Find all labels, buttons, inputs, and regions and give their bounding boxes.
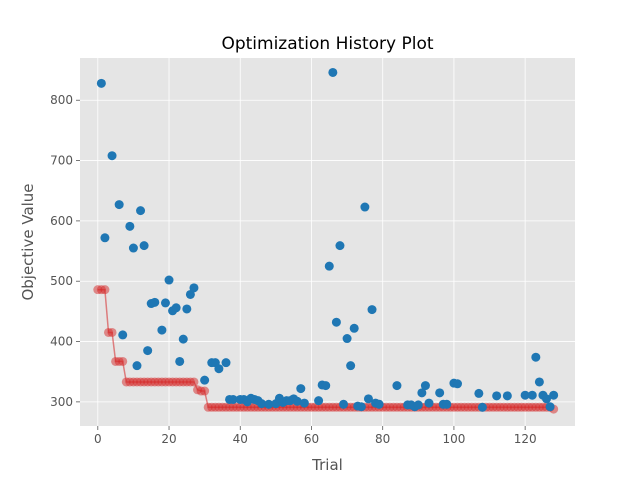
objective-value-point — [182, 304, 192, 314]
objective-value-point — [531, 352, 541, 362]
objective-value-point — [214, 364, 224, 374]
x-tick-label: 20 — [161, 432, 176, 446]
x-tick-label: 40 — [233, 432, 248, 446]
objective-value-point — [374, 399, 384, 409]
objective-value-point — [502, 391, 512, 401]
objective-value-point — [328, 67, 338, 77]
objective-value-point — [292, 396, 302, 406]
objective-value-point — [356, 402, 366, 412]
objective-value-point — [178, 334, 188, 344]
objective-value-point — [96, 78, 106, 88]
objective-value-point — [342, 334, 352, 344]
objective-value-point — [132, 361, 142, 371]
x-tick-label: 0 — [94, 432, 102, 446]
objective-value-point — [363, 394, 373, 404]
objective-value-point — [125, 221, 135, 231]
x-tick-label: 60 — [304, 432, 319, 446]
y-tick-label: 700 — [50, 154, 73, 168]
objective-value-point — [527, 390, 537, 400]
objective-value-point — [164, 275, 174, 285]
objective-value-point — [296, 384, 306, 394]
objective-value-point — [420, 381, 430, 391]
objective-value-point — [367, 305, 377, 315]
y-tick-label: 300 — [50, 395, 73, 409]
objective-value-point — [314, 396, 324, 406]
chart-title: Optimization History Plot — [221, 34, 433, 54]
objective-value-series — [96, 67, 559, 412]
objective-value-point — [492, 391, 502, 401]
y-tick-label: 800 — [50, 93, 73, 107]
objective-value-point — [520, 390, 530, 400]
x-tick-label: 100 — [442, 432, 465, 446]
objective-value-point — [221, 358, 231, 368]
objective-value-point — [349, 323, 359, 333]
best-value-point — [118, 356, 128, 366]
objective-value-point — [264, 399, 274, 409]
objective-value-point — [118, 330, 128, 340]
objective-value-point — [150, 297, 160, 307]
objective-value-point — [545, 402, 555, 412]
objective-value-point — [128, 243, 138, 253]
objective-value-point — [542, 394, 552, 404]
best-value-point — [107, 327, 117, 337]
objective-value-point — [171, 303, 181, 313]
objective-value-point — [299, 398, 309, 408]
objective-value-point — [139, 241, 149, 251]
plot-background — [80, 58, 575, 426]
y-tick-label: 500 — [50, 274, 73, 288]
objective-value-point — [189, 283, 199, 293]
best-value-point — [100, 285, 110, 295]
objective-value-point — [107, 151, 117, 161]
objective-value-point — [143, 346, 153, 356]
objective-value-point — [392, 381, 402, 391]
objective-value-point — [424, 398, 434, 408]
objective-value-point — [321, 381, 331, 391]
objective-value-point — [442, 399, 452, 409]
best-value-point — [189, 377, 199, 387]
objective-value-point — [324, 261, 334, 271]
objective-value-point — [417, 388, 427, 398]
objective-value-point — [160, 298, 170, 308]
objective-value-point — [549, 390, 559, 400]
objective-value-point — [413, 400, 423, 410]
objective-value-point — [335, 241, 345, 251]
objective-value-point — [452, 379, 462, 389]
objective-value-point — [477, 402, 487, 412]
best-value-point — [200, 386, 210, 396]
objective-value-point — [435, 388, 445, 398]
grid — [80, 58, 575, 426]
objective-value-point — [339, 399, 349, 409]
x-axis-label: Trial — [311, 456, 343, 474]
y-tick-label: 400 — [50, 335, 73, 349]
objective-value-point — [228, 394, 238, 404]
objective-value-point — [136, 206, 146, 216]
y-tick-label: 600 — [50, 214, 73, 228]
objective-value-point — [175, 356, 185, 366]
objective-value-point — [346, 361, 356, 371]
objective-value-point — [114, 200, 124, 210]
objective-value-point — [200, 375, 210, 385]
x-tick-label: 120 — [514, 432, 537, 446]
objective-value-point — [157, 325, 167, 335]
x-tick-label: 80 — [375, 432, 390, 446]
tick-group: 0 20 40 60 80 100 120 300 400 500 600 700 800 — [50, 93, 537, 446]
objective-value-point — [185, 289, 195, 299]
objective-value-point — [534, 377, 544, 387]
objective-value-point — [257, 399, 267, 409]
objective-value-point — [331, 317, 341, 327]
objective-value-point — [100, 233, 110, 243]
objective-value-point — [360, 202, 370, 212]
y-axis-label: Objective Value — [19, 183, 37, 300]
objective-value-point — [474, 388, 484, 398]
